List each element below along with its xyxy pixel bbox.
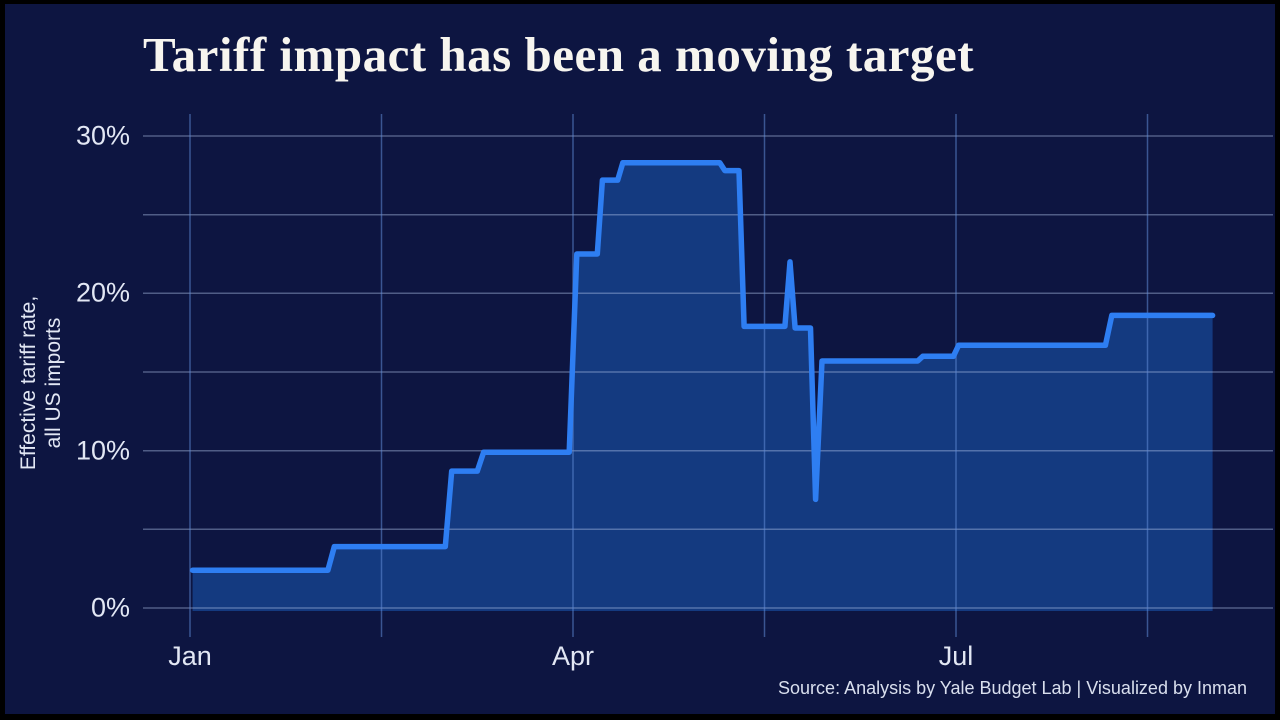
tariff-rate-area-fill [192,162,1213,612]
x-tick-label-apr: Apr [551,641,595,671]
x-tick-label-jul: Jul [938,641,974,671]
y-tick-label-0pct: 0% [90,592,130,623]
y-tick-label-30pct: 30% [75,120,130,151]
x-tick-label-jan: Jan [168,641,212,671]
y-tick-label-10pct: 10% [75,435,130,466]
tariff-rate-line [189,160,1216,573]
source-attribution: Source: Analysis by Yale Budget Lab | Vi… [778,678,1247,698]
y-tick-label-20pct: 20% [75,277,130,308]
chart-title: Tariff impact has been a moving target [143,27,975,82]
